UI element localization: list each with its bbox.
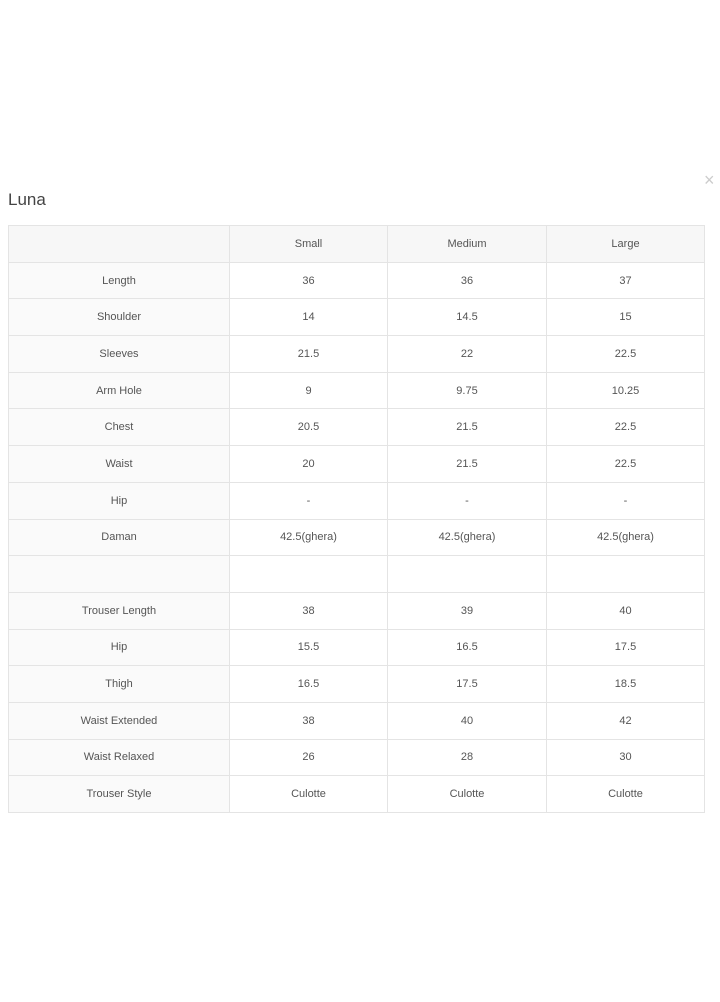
table-cell: 36 — [229, 261, 388, 300]
table-cell: 9 — [229, 371, 388, 410]
table-row: Trouser Length 38 39 40 — [8, 591, 705, 630]
table-cell: 18.5 — [546, 665, 705, 703]
table-cell: 42.5(ghera) — [229, 518, 388, 557]
row-label: Trouser Length — [8, 591, 230, 630]
table-cell: 38 — [229, 701, 388, 740]
table-cell: 40 — [546, 591, 705, 630]
table-cell — [229, 555, 388, 593]
row-label — [8, 555, 230, 593]
table-cell: - — [229, 481, 388, 520]
row-label: Length — [8, 261, 230, 300]
size-chart-table: Small Medium Large Length 36 36 37 Shoulder 1… — [8, 225, 705, 813]
row-label: Thigh — [8, 665, 230, 703]
table-cell: 15 — [546, 298, 705, 337]
table-cell: 42.5(ghera) — [387, 518, 547, 557]
table-cell: 22.5 — [546, 335, 705, 373]
table-row: Arm Hole 9 9.75 10.25 — [8, 371, 705, 410]
row-label: Trouser Style — [8, 775, 230, 813]
row-label: Shoulder — [8, 298, 230, 337]
table-cell: 38 — [229, 591, 388, 630]
table-cell: 16.5 — [229, 665, 388, 703]
table-cell: 15.5 — [229, 628, 388, 667]
table-cell: 22 — [387, 335, 547, 373]
table-cell: 10.25 — [546, 371, 705, 410]
table-cell: 16.5 — [387, 628, 547, 667]
row-label: Hip — [8, 628, 230, 667]
table-row: Sleeves 21.5 22 22.5 — [8, 335, 705, 373]
row-label: Waist Extended — [8, 701, 230, 740]
row-label: Arm Hole — [8, 371, 230, 410]
table-cell: 22.5 — [546, 408, 705, 447]
header-cell: Small — [229, 225, 388, 263]
row-label: Hip — [8, 481, 230, 520]
table-cell: 40 — [387, 701, 547, 740]
table-row — [8, 555, 705, 593]
table-cell — [546, 555, 705, 593]
table-cell: Culotte — [387, 775, 547, 813]
table-row: Shoulder 14 14.5 15 — [8, 298, 705, 337]
table-cell: - — [387, 481, 547, 520]
table-cell: 39 — [387, 591, 547, 630]
table-row: Waist Relaxed 26 28 30 — [8, 738, 705, 777]
table-cell: 22.5 — [546, 445, 705, 483]
table-row: Trouser Style Culotte Culotte Culotte — [8, 775, 705, 813]
table-cell: Culotte — [229, 775, 388, 813]
table-cell: 9.75 — [387, 371, 547, 410]
table-cell: 36 — [387, 261, 547, 300]
modal-title: Luna — [8, 190, 46, 209]
table-cell: Culotte — [546, 775, 705, 813]
table-cell: 21.5 — [387, 445, 547, 483]
table-row: Thigh 16.5 17.5 18.5 — [8, 665, 705, 703]
header-cell — [8, 225, 230, 263]
header-cell: Large — [546, 225, 705, 263]
row-label: Chest — [8, 408, 230, 447]
row-label: Daman — [8, 518, 230, 557]
table-cell: 30 — [546, 738, 705, 777]
header-cell: Medium — [387, 225, 547, 263]
table-cell: 42.5(ghera) — [546, 518, 705, 557]
table-row: Waist 20 21.5 22.5 — [8, 445, 705, 483]
close-icon[interactable]: × — [704, 170, 715, 190]
table-cell: 28 — [387, 738, 547, 777]
table-cell — [387, 555, 547, 593]
table-header-row: Small Medium Large — [8, 225, 705, 263]
table-cell: 37 — [546, 261, 705, 300]
row-label: Waist — [8, 445, 230, 483]
table-cell: 14 — [229, 298, 388, 337]
table-cell: 42 — [546, 701, 705, 740]
row-label: Sleeves — [8, 335, 230, 373]
table-cell: 17.5 — [387, 665, 547, 703]
table-row: Hip 15.5 16.5 17.5 — [8, 628, 705, 667]
table-cell: 20 — [229, 445, 388, 483]
table-row: Waist Extended 38 40 42 — [8, 701, 705, 740]
table-row: Chest 20.5 21.5 22.5 — [8, 408, 705, 447]
table-cell: 20.5 — [229, 408, 388, 447]
table-cell: 21.5 — [387, 408, 547, 447]
table-row: Hip - - - — [8, 481, 705, 520]
table-cell: 21.5 — [229, 335, 388, 373]
table-cell: 26 — [229, 738, 388, 777]
row-label: Waist Relaxed — [8, 738, 230, 777]
table-cell: - — [546, 481, 705, 520]
table-cell: 14.5 — [387, 298, 547, 337]
table-row: Length 36 36 37 — [8, 261, 705, 300]
table-row: Daman 42.5(ghera) 42.5(ghera) 42.5(ghera) — [8, 518, 705, 557]
table-cell: 17.5 — [546, 628, 705, 667]
